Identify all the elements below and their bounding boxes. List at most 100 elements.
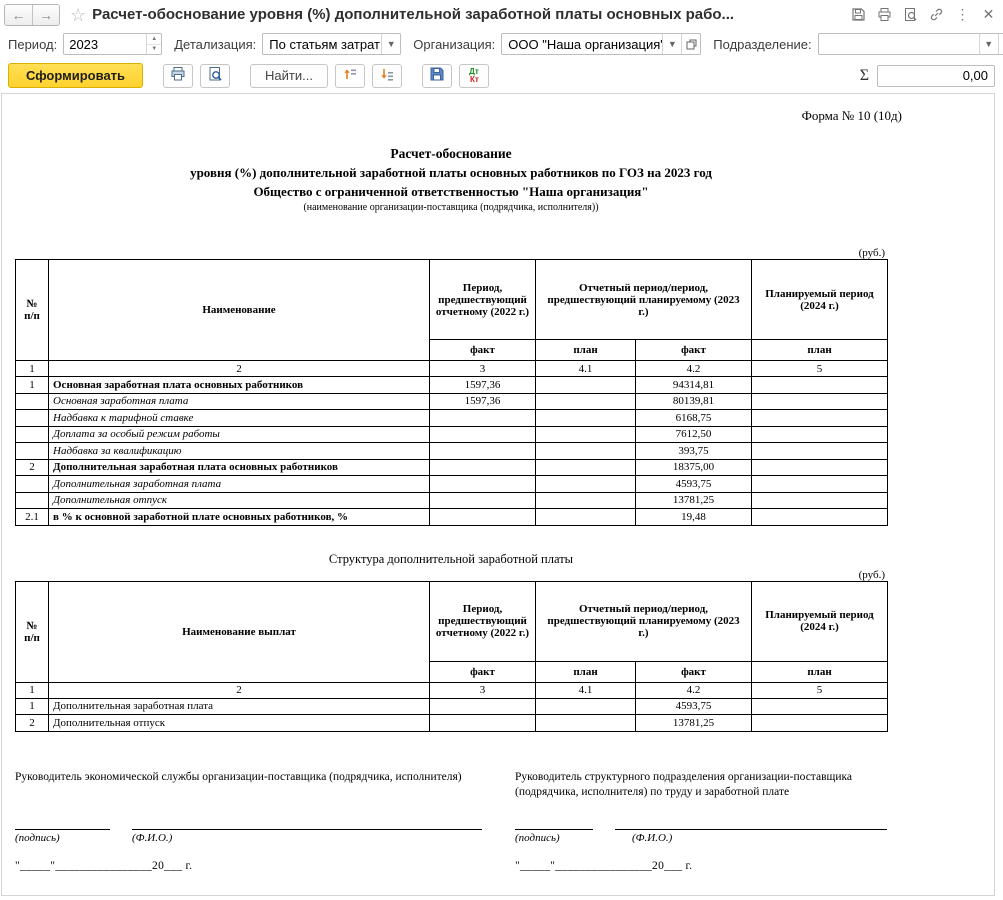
value-cell — [751, 508, 888, 526]
sub-header-fact2: факт — [635, 339, 752, 361]
value-cell: 18375,00 — [635, 458, 752, 476]
print-button[interactable] — [163, 63, 194, 88]
sum-area: Σ — [860, 64, 995, 87]
value-cell — [429, 491, 536, 509]
value-cell: 2 — [15, 714, 49, 732]
detail-value: По статьям затрат — [269, 36, 381, 52]
sub-header-fact2: факт — [635, 660, 752, 683]
org-combobox[interactable]: ООО "Наша организация" ▼ — [501, 33, 702, 55]
find-button[interactable]: Найти... — [250, 63, 328, 88]
titlebar-actions: ⋮ ✕ — [850, 6, 997, 23]
main-table: № п/п Наименование Период, предшествующи… — [15, 259, 888, 526]
division-dropdown-icon[interactable]: ▼ — [978, 34, 998, 54]
spinner-down-icon[interactable]: ▼ — [147, 43, 162, 55]
division-value — [819, 34, 979, 54]
table-row: 2 Дополнительная заработная плата основны… — [15, 458, 888, 476]
link-icon[interactable] — [928, 6, 945, 23]
signature-block-left: Руководитель экономической службы органи… — [15, 770, 495, 872]
colnum: 4.1 — [535, 360, 636, 377]
dtkt-button[interactable]: Дт Кт — [458, 63, 489, 88]
name-cell: Основная заработная плата — [48, 392, 430, 410]
fio-line — [615, 828, 887, 830]
colnum: 1 — [15, 681, 49, 699]
expand-groups-button[interactable] — [334, 63, 365, 88]
value-cell — [751, 409, 888, 427]
back-button[interactable]: ← — [5, 4, 32, 25]
value-cell — [429, 425, 536, 443]
save-report-button[interactable] — [421, 63, 452, 88]
org-dropdown-icon[interactable]: ▼ — [662, 34, 681, 54]
period-spinner: ▲ ▼ — [146, 34, 162, 55]
preview-doc-icon — [207, 66, 223, 85]
division-combobox[interactable]: ▼ × — [817, 33, 1003, 55]
save-icon[interactable] — [850, 6, 867, 23]
colnum: 2 — [48, 360, 430, 377]
floppy-icon — [429, 66, 445, 85]
value-cell: 13781,25 — [635, 491, 752, 509]
print-icon[interactable] — [876, 6, 893, 23]
value-cell — [751, 392, 888, 410]
value-cell — [15, 392, 49, 410]
col-header-2023: Отчетный период/период, предшествующий п… — [535, 580, 752, 662]
detail-combobox[interactable]: По статьям затрат ▼ — [262, 33, 402, 55]
currency-note-2: (руб.) — [858, 568, 885, 581]
sub-header-plan: план — [535, 339, 636, 361]
forward-button[interactable]: → — [32, 4, 59, 25]
favorite-star-icon[interactable]: ☆ — [70, 4, 87, 25]
report-toolbar: Сформировать Найти... Дт Кт Σ — [0, 59, 1003, 92]
close-icon[interactable]: ✕ — [982, 6, 995, 22]
org-open-icon[interactable] — [681, 34, 700, 54]
date-line: "_____"________________20___ г. — [515, 859, 693, 872]
report-org-note: (наименование организации-поставщика (по… — [303, 202, 599, 213]
sum-input[interactable] — [877, 64, 995, 87]
colnum: 4.1 — [535, 681, 636, 699]
table-row: Дополнительная заработная плата 4593,75 — [15, 475, 888, 493]
filter-bar: Период: ▲ ▼ Детализация: По статьям затр… — [0, 29, 1003, 59]
value-cell: 4593,75 — [635, 697, 752, 715]
name-cell: Дополнительная отпуск — [48, 491, 430, 509]
value-cell — [535, 425, 636, 443]
value-cell: 7612,50 — [635, 425, 752, 443]
col-header-2023: Отчетный период/период, предшествующий п… — [535, 259, 752, 340]
period-input[interactable] — [64, 34, 147, 54]
preview-button[interactable] — [200, 63, 231, 88]
signature-block-right: Руководитель структурного подразделения … — [515, 770, 887, 873]
window-titlebar: ← → ☆ Расчет-обоснование уровня (%) допо… — [0, 0, 1003, 29]
generate-button[interactable]: Сформировать — [8, 63, 144, 88]
value-cell — [15, 409, 49, 427]
value-cell: 4593,75 — [635, 475, 752, 493]
more-menu-icon[interactable]: ⋮ — [955, 6, 970, 22]
collapse-groups-button[interactable] — [371, 63, 402, 88]
colnum: 1 — [15, 360, 49, 377]
value-cell — [429, 714, 536, 732]
name-cell: Надбавка за квалификацию — [48, 442, 430, 460]
value-cell: 6168,75 — [635, 409, 752, 427]
period-field: ▲ ▼ — [63, 33, 163, 55]
value-cell — [751, 697, 888, 715]
value-cell — [535, 442, 636, 460]
table-row: Надбавка к тарифной ставке 6168,75 — [15, 409, 888, 427]
division-clear-icon[interactable]: × — [997, 34, 1003, 54]
name-cell: Дополнительная заработная плата основных… — [48, 458, 430, 476]
colnum: 4.2 — [635, 681, 752, 699]
value-cell — [535, 458, 636, 476]
value-cell: 19,48 — [635, 508, 752, 526]
table-row: 1 Основная заработная плата основных рабо… — [15, 376, 888, 394]
fio-label: (Ф.И.О.) — [632, 831, 673, 844]
value-cell: 80139,81 — [635, 392, 752, 410]
table-row: Основная заработная плата 1597,36 80139,81 — [15, 392, 888, 410]
value-cell — [15, 475, 49, 493]
detail-dropdown-icon[interactable]: ▼ — [381, 34, 400, 54]
report-sheet: Расчет-обоснование уровня (%) дополнител… — [15, 146, 888, 873]
table-row: 1 Дополнительная заработная плата 4593,75 — [15, 697, 888, 715]
col-header-num: № п/п — [15, 259, 49, 361]
sub-header-plan2: план — [751, 339, 888, 361]
value-cell — [751, 376, 888, 394]
col-header-name: Наименование — [48, 259, 430, 361]
preview-icon[interactable] — [902, 6, 919, 23]
value-cell — [751, 425, 888, 443]
value-cell — [751, 714, 888, 732]
table-row: 2 Дополнительная отпуск 13781,25 — [15, 714, 888, 732]
sign-label: (подпись) — [15, 832, 60, 845]
spinner-up-icon[interactable]: ▲ — [151, 35, 158, 42]
